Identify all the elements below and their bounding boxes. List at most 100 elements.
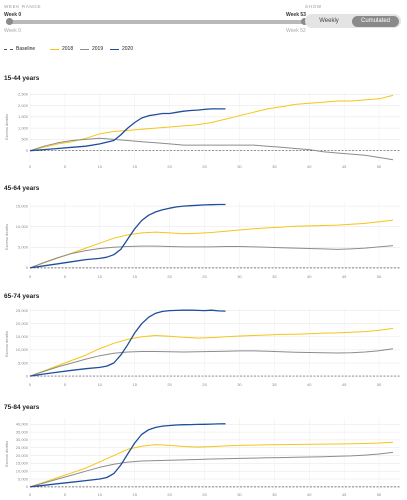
series-line-2019	[29, 137, 394, 161]
show-toggle: Weekly Cumulated	[305, 14, 401, 28]
y-tick-label: 5,000	[18, 245, 29, 250]
chart-panel-2: 45-64 years 0 5,000 10,000 15,000 0 5 10 15 20 25 3…	[4, 185, 400, 279]
x-tick-label: 0	[29, 382, 32, 387]
y-axis-label: Excess deaths	[4, 114, 9, 140]
x-tick-label: 30	[237, 382, 242, 387]
x-tick-label: 5	[64, 274, 67, 279]
y-tick-label: 10,000	[16, 224, 29, 229]
weekly-button[interactable]: Weekly	[319, 17, 339, 24]
x-tick-label: 45	[342, 492, 347, 497]
y-tick-label: 15,000	[16, 461, 29, 466]
slider-start-handle[interactable]	[6, 17, 13, 25]
legend-label: 2019	[92, 46, 104, 52]
y-tick-label: 10,000	[16, 469, 29, 474]
series-line-2018	[29, 219, 394, 269]
x-tick-label: 30	[237, 164, 242, 169]
y-tick-label: 25,000	[16, 308, 29, 313]
y-tick-label: 2,500	[18, 92, 29, 97]
x-tick-label: 10	[98, 492, 103, 497]
chart-panel-4: 75-84 years 0 5,000 10,000 15,000 20,000 25,00…	[4, 404, 400, 497]
week-end-bottom: Week 52	[286, 28, 306, 34]
y-tick-label: 30,000	[16, 437, 29, 442]
y-tick-label: 20,000	[16, 453, 29, 458]
x-tick-label: 50	[377, 492, 382, 497]
x-tick-label: 15	[132, 382, 137, 387]
x-tick-label: 0	[29, 492, 32, 497]
legend-swatch	[80, 49, 89, 50]
series-line-2019	[29, 451, 394, 488]
week-end-top: Week 53	[286, 12, 306, 18]
x-tick-label: 20	[167, 164, 172, 169]
x-tick-label: 10	[98, 382, 103, 387]
series-line-2019	[29, 348, 394, 377]
y-tick-label: 25,000	[16, 445, 29, 450]
slider-end-handle[interactable]	[301, 17, 308, 25]
y-tick-label: 20,000	[16, 321, 29, 326]
x-tick-label: 15	[132, 164, 137, 169]
x-tick-label: 30	[237, 274, 242, 279]
x-tick-label: 0	[29, 274, 32, 279]
x-tick-label: 35	[272, 164, 277, 169]
x-tick-label: 50	[377, 274, 382, 279]
x-tick-label: 15	[132, 274, 137, 279]
x-tick-label: 40	[307, 382, 312, 387]
y-tick-label: 35,000	[16, 429, 29, 434]
y-tick-label: 1,000	[18, 125, 29, 130]
y-axis-label: Excess deaths	[4, 331, 9, 357]
chart-panel-1: 15-44 years 0 500 1,000 1,500 2,000 2,500 0 5 10 1…	[4, 75, 400, 169]
show-label: SHOW	[305, 4, 322, 9]
week-start-top: Week 0	[4, 12, 22, 18]
y-axis-label: Excess deaths	[4, 224, 9, 250]
y-tick-label: 10,000	[16, 347, 29, 352]
x-tick-label: 45	[342, 164, 347, 169]
series-line-2019	[29, 245, 394, 269]
cumulated-button[interactable]: Cumulated	[352, 15, 399, 27]
y-tick-label: 500	[21, 137, 28, 142]
x-tick-label: 35	[272, 274, 277, 279]
x-tick-label: 10	[98, 274, 103, 279]
y-tick-label: 0	[26, 373, 29, 378]
x-tick-label: 30	[237, 492, 242, 497]
y-tick-label: 5,000	[18, 476, 29, 481]
series-line-2018	[29, 94, 394, 152]
y-tick-label: 0	[26, 484, 29, 489]
x-tick-label: 40	[307, 274, 312, 279]
x-tick-label: 35	[272, 382, 277, 387]
x-tick-label: 25	[202, 164, 207, 169]
x-tick-label: 15	[132, 492, 137, 497]
x-tick-label: 5	[64, 382, 67, 387]
controls-bar: WEEK RANGE SHOW Week 0 Week 53 Week 0 We…	[0, 0, 407, 58]
chart-panel-3: 65-74 years 0 5,000 10,000 15,000 20,000 25,00…	[4, 293, 400, 387]
series-line-2020	[29, 203, 226, 269]
x-tick-label: 50	[377, 382, 382, 387]
chart-title: 15-44 years	[4, 75, 40, 82]
chart-title: 75-84 years	[4, 404, 40, 411]
series-line-2018	[29, 327, 394, 377]
legend-label: 2018	[62, 46, 74, 52]
x-tick-label: 40	[307, 164, 312, 169]
legend-swatch	[110, 49, 119, 50]
y-tick-label: 15,000	[16, 203, 29, 208]
chart-title: 65-74 years	[4, 293, 40, 300]
x-tick-label: 25	[202, 492, 207, 497]
x-tick-label: 45	[342, 382, 347, 387]
week-start-bottom: Week 0	[4, 28, 21, 34]
legend-swatch	[50, 49, 59, 50]
y-tick-label: 2,000	[18, 103, 29, 108]
series-line-2020	[29, 423, 226, 488]
y-tick-label: 0	[26, 148, 29, 153]
x-tick-label: 0	[29, 164, 32, 169]
legend-label: Baseline	[16, 46, 36, 52]
x-tick-label: 50	[377, 164, 382, 169]
legend-swatch	[4, 49, 13, 50]
x-tick-label: 5	[64, 164, 67, 169]
week-range-slider[interactable]	[6, 17, 308, 25]
x-tick-label: 35	[272, 492, 277, 497]
series-line-2020	[29, 309, 226, 377]
y-tick-label: 15,000	[16, 334, 29, 339]
x-tick-label: 20	[167, 382, 172, 387]
series-line-2018	[29, 441, 394, 488]
y-tick-label: 40,000	[16, 422, 29, 427]
chart-title: 45-64 years	[4, 185, 40, 192]
series-line-2020	[29, 108, 226, 152]
